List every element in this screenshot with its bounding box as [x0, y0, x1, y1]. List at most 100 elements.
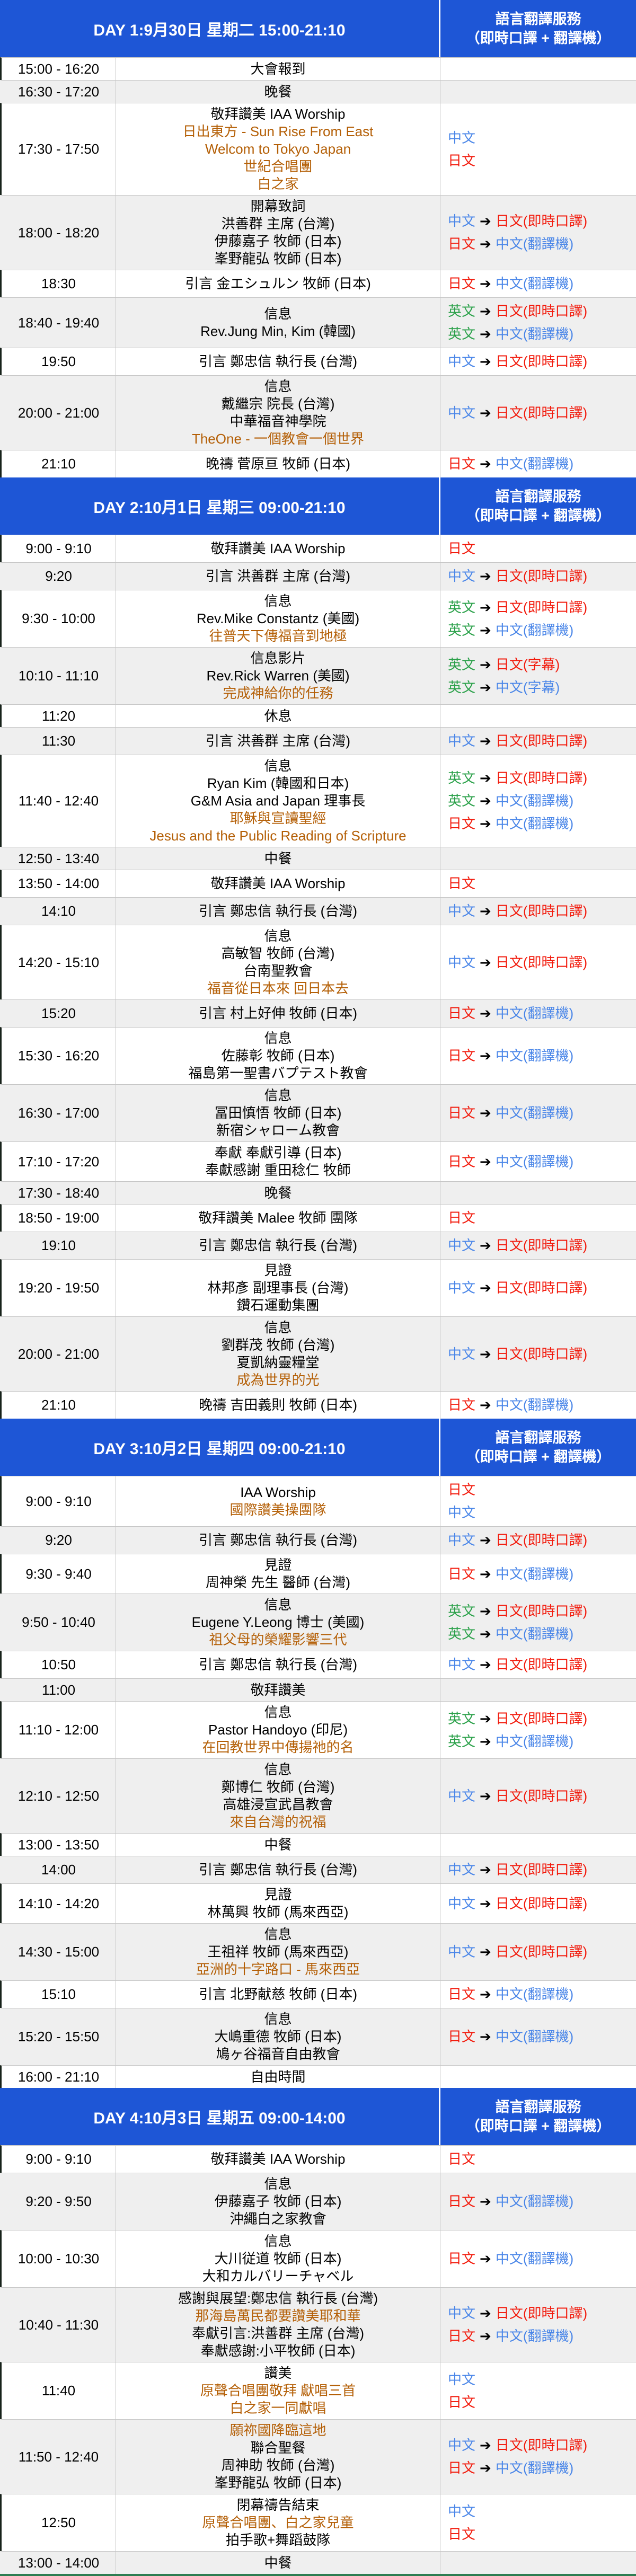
- target-language-label: 日文(即時口譯): [495, 404, 588, 421]
- translation-line: 日文 ➔ 中文(翻譯機): [448, 2025, 633, 2048]
- translation-header-line2: （即時口譯 + 翻譯機）: [465, 30, 611, 46]
- target-language-label: 中文(翻譯機): [495, 326, 574, 342]
- arrow-right-icon: ➔: [480, 353, 491, 369]
- event-line: 耶穌與宣讀聖經: [229, 810, 326, 826]
- arrow-right-icon: ➔: [480, 599, 491, 615]
- event-cell: 見證 林邦彥 副理事長 (台灣) 鑽石運動集團: [116, 1260, 440, 1316]
- schedule-row: 11:20 休息: [0, 704, 636, 727]
- target-language-label: 日文(字幕): [495, 656, 560, 672]
- schedule-row: 19:10 引言 鄭忠信 執行長 (台灣) 中文 ➔ 日文(即時口譯): [0, 1232, 636, 1259]
- event-cell: 中餐: [116, 1834, 440, 1856]
- translation-cell: 中文 日文: [440, 103, 636, 195]
- event-line: 白之家一同獻唱: [229, 2400, 326, 2416]
- translation-cell: 日文 ➔ 中文(翻譯機): [440, 1085, 636, 1141]
- schedule-row: 16:00 - 21:10 自由時間: [0, 2065, 636, 2088]
- schedule-row: 18:50 - 19:00 敬拜讚美 Malee 牧師 團隊 日文: [0, 1204, 636, 1232]
- time-cell: 21:10: [41, 1397, 76, 1413]
- translation-line: 中文 ➔ 日文(即時口譯): [448, 1343, 633, 1366]
- language-label: 日文: [448, 1210, 476, 1226]
- translation-cell: [440, 81, 636, 103]
- translation-line: 中文 ➔ 日文(即時口譯): [448, 1858, 633, 1881]
- time-cell: 11:20: [41, 707, 76, 724]
- target-language-label: 日文(即時口譯): [495, 903, 588, 919]
- translation-line: 中文 ➔ 日文(即時口譯): [448, 2302, 633, 2325]
- translation-line: 中文: [448, 2368, 633, 2391]
- target-language-label: 中文(翻譯機): [495, 1986, 574, 2002]
- arrow-right-icon: ➔: [480, 1153, 491, 1170]
- time-cell: 11:40 - 12:40: [18, 793, 99, 809]
- translation-line: 中文 ➔ 日文(即時口譯): [448, 1529, 633, 1552]
- schedule-row: 14:10 - 14:20 見證 林萬興 牧師 (馬來西亞) 中文 ➔ 日文(即時口譯…: [0, 1883, 636, 1923]
- translation-line: 日文 ➔ 中文(翻譯機): [448, 272, 633, 295]
- event-line: 休息: [264, 707, 292, 724]
- event-line: 佐藤彰 牧師 (日本): [221, 1048, 335, 1064]
- translation-cell: 中文 日文: [440, 2494, 636, 2551]
- event-cell: 引言 洪善群 主席 (台灣): [116, 563, 440, 590]
- source-language-label: 英文: [448, 770, 476, 786]
- schedule-row: 15:20 - 15:50 信息 大嶋重德 牧師 (日本) 鳩ヶ谷福音自由教會 日文…: [0, 2008, 636, 2065]
- translation-line: 英文 ➔ 日文(即時口譯): [448, 1707, 633, 1730]
- source-language-label: 英文: [448, 622, 476, 638]
- event-line: Ryan Kim (韓國和日本): [207, 775, 349, 791]
- translation-cell: 英文 ➔ 日文(字幕) 英文 ➔ 中文(字幕): [440, 648, 636, 704]
- source-language-label: 中文: [448, 733, 476, 749]
- source-language-label: 中文: [448, 1237, 476, 1253]
- schedule-row: 10:50 引言 鄭忠信 執行長 (台灣) 中文 ➔ 日文(即時口譯): [0, 1651, 636, 1678]
- arrow-right-icon: ➔: [480, 656, 491, 672]
- event-line: 信息: [264, 593, 292, 609]
- target-language-label: 日文(即時口譯): [495, 568, 588, 584]
- target-language-label: 中文(字幕): [495, 679, 560, 695]
- event-cell: 信息 Ryan Kim (韓國和日本) G&M Asia and Japan 理事長…: [116, 755, 440, 847]
- time-cell: 19:50: [41, 353, 76, 369]
- source-language-label: 中文: [448, 1532, 476, 1548]
- arrow-right-icon: ➔: [480, 1625, 491, 1642]
- time-cell: 9:30 - 9:40: [25, 1565, 92, 1582]
- time-cell: 11:00: [41, 1681, 76, 1698]
- schedule-row: 11:00 敬拜讚美: [0, 1678, 636, 1701]
- target-language-label: 日文(即時口譯): [495, 1603, 588, 1619]
- event-line: 日出東方 - Sun Rise From East: [182, 123, 374, 139]
- event-line: 大川従道 牧師 (日本): [214, 2251, 342, 2267]
- event-cell: 感謝與展望:鄭忠信 執行長 (台灣) 那海島萬民都要讚美耶和華 奉獻引言:洪善群 主…: [116, 2288, 440, 2362]
- event-line: 見證: [264, 1557, 292, 1573]
- translation-cell: 日文 ➔ 中文(翻譯機): [440, 1142, 636, 1181]
- schedule-row: 18:00 - 18:20 開幕致詞 洪善群 主席 (台灣) 伊藤嘉子 牧師 (日本…: [0, 195, 636, 270]
- translation-cell: 中文 ➔ 日文(即時口譯): [440, 1759, 636, 1833]
- target-language-label: 中文(翻譯機): [495, 1105, 574, 1121]
- target-language-label: 中文(翻譯機): [495, 236, 574, 252]
- time-cell: 18:30: [41, 276, 76, 291]
- translation-cell: 日文 ➔ 中文(翻譯機): [440, 1554, 636, 1594]
- translation-cell: 中文 ➔ 日文(即時口譯): [440, 728, 636, 755]
- arrow-right-icon: ➔: [480, 793, 491, 809]
- arrow-right-icon: ➔: [480, 1397, 491, 1413]
- translation-line: 中文 ➔ 日文(即時口譯): [448, 1785, 633, 1808]
- translation-cell: 日文: [440, 2146, 636, 2173]
- schedule-row: 10:00 - 10:30 信息 大川従道 牧師 (日本) 大和カルバリーチャベル …: [0, 2230, 636, 2287]
- translation-line: 日文: [448, 1479, 633, 1501]
- event-line: 台南聖教會: [243, 963, 313, 979]
- time-cell: 18:50 - 19:00: [17, 1210, 100, 1226]
- translation-services-header: 語言翻譯服務 （即時口譯 + 翻譯機）: [440, 2088, 636, 2145]
- event-line: 中餐: [264, 2554, 292, 2571]
- target-language-label: 日文(即時口譯): [495, 770, 588, 786]
- translation-line: 英文 ➔ 中文(翻譯機): [448, 1730, 633, 1753]
- arrow-right-icon: ➔: [480, 1603, 491, 1619]
- translation-cell: [440, 847, 636, 870]
- event-cell: 晚餐: [116, 1182, 440, 1204]
- translation-line: 英文 ➔ 中文(翻譯機): [448, 619, 633, 642]
- translation-line: 中文 ➔ 日文(即時口譯): [448, 1234, 633, 1257]
- event-line: 信息: [264, 2233, 292, 2249]
- event-line: 信息: [264, 1761, 292, 1777]
- event-line: 原聲合唱團敬拜 獻唱三首: [200, 2383, 356, 2398]
- target-language-label: 中文(翻譯機): [495, 2251, 574, 2267]
- language-label: 日文: [448, 875, 476, 891]
- translation-cell: 英文 ➔ 日文(即時口譯) 英文 ➔ 中文(翻譯機): [440, 590, 636, 647]
- target-language-label: 中文(翻譯機): [495, 456, 574, 472]
- arrow-right-icon: ➔: [480, 456, 491, 472]
- target-language-label: 日文(即時口譯): [495, 1237, 588, 1253]
- event-line: 戴繼宗 院長 (台灣): [221, 396, 335, 412]
- time-cell: 13:50 - 14:00: [17, 875, 100, 891]
- translation-header-line1: 語言翻譯服務: [495, 1430, 581, 1446]
- event-line: 晚禱 吉田義則 牧師 (日本): [199, 1397, 357, 1413]
- schedule-row: 14:10 引言 鄭忠信 執行長 (台灣) 中文 ➔ 日文(即時口譯): [0, 897, 636, 925]
